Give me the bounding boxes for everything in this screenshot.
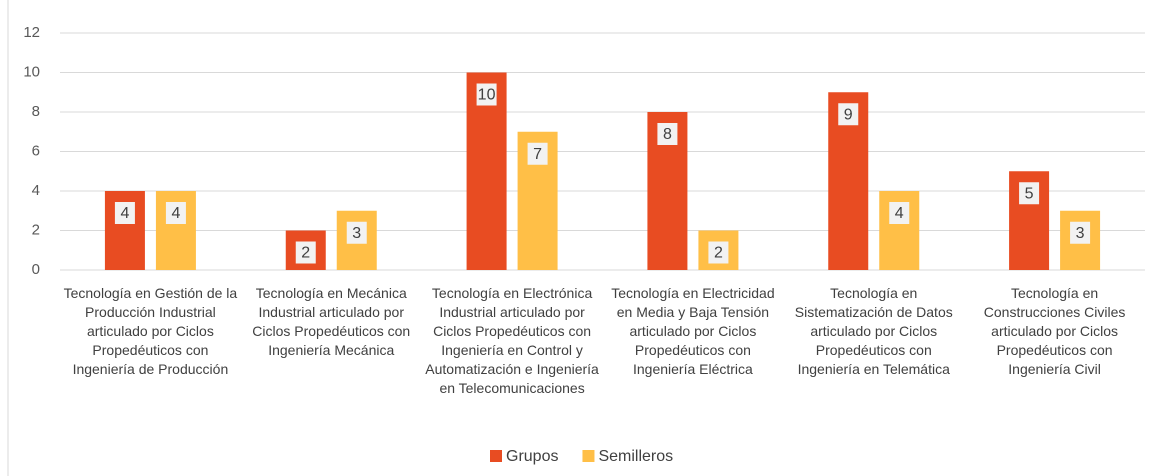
data-label-box: [657, 123, 678, 145]
data-label: 4: [171, 205, 180, 222]
y-tick-label: 8: [32, 103, 40, 120]
data-label: 2: [301, 245, 310, 262]
y-tick-label: 2: [32, 221, 40, 238]
y-tick-label: 12: [23, 24, 40, 41]
data-label: 9: [844, 106, 853, 123]
x-tick-label: Tecnología en Sistematización de Datos a…: [794, 285, 953, 377]
data-label: 3: [1076, 225, 1085, 242]
data-label: 5: [1025, 185, 1034, 202]
y-tick-label: 6: [32, 142, 40, 159]
y-tick-label: 10: [23, 63, 40, 80]
y-tick-label: 4: [32, 182, 40, 199]
data-label-box: [476, 83, 497, 106]
legend-swatch: [582, 450, 595, 462]
data-label-box: [295, 241, 316, 264]
data-label-box: [346, 221, 367, 244]
legend-label: Grupos: [506, 448, 558, 465]
data-label-box: [889, 202, 910, 224]
x-tick-label: Tecnología en Electrónica Industrial art…: [425, 285, 599, 396]
data-label-box: [1019, 182, 1040, 205]
x-tick-label: Tecnología en Electricidad en Media y Ba…: [611, 285, 775, 377]
x-tick-label: Tecnología en Gestión de la Producción I…: [63, 285, 238, 377]
data-label-box: [1070, 221, 1091, 244]
data-label-box: [708, 241, 729, 264]
x-tick-label: Tecnología en Construcciones Civiles art…: [983, 285, 1126, 377]
data-label-box: [114, 202, 135, 224]
data-label: 2: [714, 245, 723, 262]
data-label-box: [838, 103, 859, 126]
y-tick-label: 0: [32, 261, 40, 278]
data-label-box: [527, 142, 548, 165]
data-label: 3: [352, 225, 361, 242]
legend-swatch: [490, 450, 502, 462]
data-label: 4: [120, 205, 129, 222]
data-label: 7: [533, 146, 542, 163]
x-tick-label: Tecnología en Mecánica Industrial articu…: [252, 285, 411, 358]
data-label: 4: [895, 205, 904, 222]
data-label: 10: [478, 87, 496, 104]
legend-label: Semilleros: [598, 448, 673, 465]
data-label: 8: [663, 126, 672, 143]
data-label-box: [165, 202, 186, 224]
